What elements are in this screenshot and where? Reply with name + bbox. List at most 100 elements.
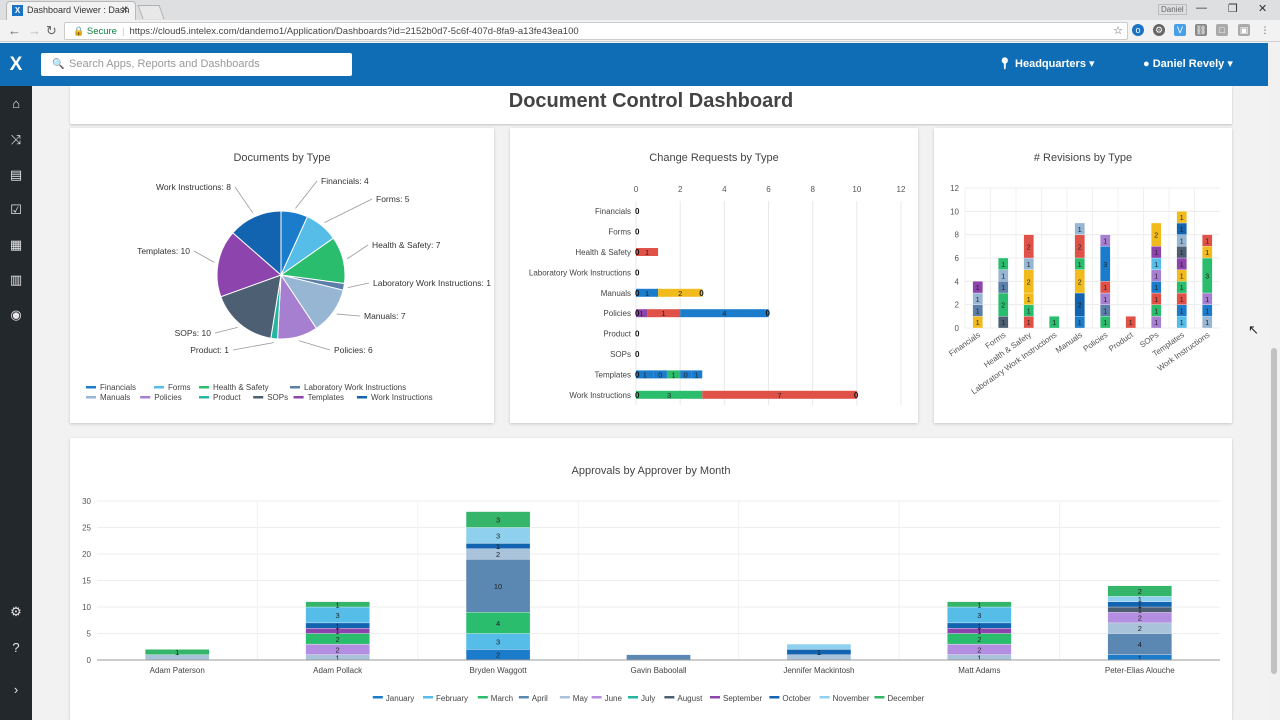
bar-segment — [1151, 222, 1162, 247]
reports-icon[interactable]: ▤ — [9, 167, 23, 182]
bar-segment-label: 1 — [1138, 595, 1142, 604]
bar-segment-label: 1 — [976, 297, 980, 304]
bar-segment-label: 1 — [1205, 320, 1209, 327]
legend-swatch — [591, 696, 602, 699]
eye-icon[interactable]: ◉ — [10, 307, 22, 322]
bar-segment-label: 7 — [777, 391, 781, 400]
help-icon[interactable]: ? — [12, 640, 20, 655]
bar-segment-label: 1 — [1138, 653, 1142, 662]
legend-swatch — [290, 386, 300, 389]
home-icon[interactable]: ⌂ — [12, 96, 20, 111]
pie-leader-line — [193, 250, 215, 263]
workflow-icon[interactable]: ⤨ — [10, 132, 22, 147]
user-menu[interactable]: ● Daniel Revely ▾ — [1143, 43, 1233, 86]
bar-segment — [786, 643, 852, 650]
x-tick-label: 10 — [852, 185, 861, 194]
y-tick-label: 15 — [82, 577, 91, 586]
pie-leader-line — [295, 180, 318, 209]
browser-tab[interactable]: X Dashboard Viewer : Dash ✕ — [6, 1, 136, 20]
chevron-down-icon: ▾ — [1227, 58, 1233, 70]
bar-segment-label: 4 — [496, 619, 500, 628]
legend-label: Laboratory Work Instructions — [304, 383, 406, 392]
bar-segment-label: 1 — [175, 648, 179, 657]
expand-sidebar-icon[interactable]: › — [13, 682, 19, 697]
bar-segment — [1125, 316, 1136, 329]
location-dropdown[interactable]: 📍︎ Headquarters ▾ — [998, 43, 1095, 86]
approvals-panel: Approvals by Approver by Month 0 5 10 15 20 2… — [70, 438, 1232, 720]
maximize-icon[interactable]: ❐ — [1228, 3, 1238, 15]
bar-segment-label: 2 — [1027, 244, 1031, 251]
pie-slice-label: Templates: 10 — [137, 246, 190, 256]
intelex-logo[interactable]: X — [0, 43, 32, 86]
legend-label: Work Instructions — [371, 393, 433, 402]
bar-segment-label: 2 — [1154, 233, 1158, 240]
pie-slice — [232, 210, 282, 277]
close-tab-icon[interactable]: ✕ — [120, 5, 129, 16]
bar-segment-label: 1 — [1154, 262, 1158, 269]
extension-v-icon[interactable]: V — [1174, 24, 1186, 36]
browser-tab-title: Dashboard Viewer : Dash — [27, 5, 130, 15]
y-tick-label: 4 — [955, 277, 960, 286]
pie-slice-label: Product: 1 — [190, 345, 229, 355]
bar-zero-label: 0 — [635, 289, 640, 298]
legend-label: June — [605, 694, 623, 703]
extension-box-icon[interactable]: □ — [1216, 24, 1228, 36]
bar-segment-label: 1 — [1180, 262, 1184, 269]
forward-icon[interactable]: → — [28, 23, 41, 38]
chart-title: Approvals by Approver by Month — [571, 465, 731, 477]
legend-label: December — [887, 694, 924, 703]
user-name: Daniel Revely — [1152, 58, 1225, 70]
legend-swatch — [199, 386, 209, 389]
bar-segment-label: 1 — [643, 370, 647, 379]
bar-segment-label: 1 — [976, 320, 980, 327]
bar-segment — [636, 370, 654, 379]
search-input[interactable]: 🔍 Search Apps, Reports and Dashboards — [41, 53, 352, 76]
bar-segment-label: 2 — [1138, 587, 1142, 596]
new-tab-button[interactable] — [137, 5, 165, 19]
bar-segment — [636, 248, 659, 256]
y-tick-label: 30 — [82, 497, 91, 506]
pie-slice-label: Work Instructions: 8 — [156, 182, 231, 192]
x-tick-label: 6 — [766, 185, 771, 194]
pie-leader-line — [336, 313, 361, 317]
legend-label: Manuals — [100, 393, 130, 402]
legend-swatch — [86, 386, 96, 389]
legend-swatch — [664, 696, 675, 699]
bar-segment-label: 3 — [496, 531, 500, 540]
bar-segment-label: 1 — [1180, 227, 1184, 234]
bar-segment — [626, 654, 691, 661]
bookmark-star-icon[interactable]: ☆ — [1113, 25, 1123, 37]
close-window-icon[interactable]: ✕ — [1258, 3, 1268, 15]
y-tick-label: SOPs — [610, 350, 631, 359]
bar-segment — [1176, 211, 1187, 224]
gear-icon[interactable]: ⚙ — [10, 604, 22, 619]
y-tick-label: 25 — [82, 524, 91, 533]
bar-segment-label: 1 — [1138, 600, 1142, 609]
minimize-icon[interactable]: — — [1196, 2, 1207, 14]
browser-menu-icon[interactable]: ⋮ — [1260, 25, 1270, 35]
tasks-icon[interactable]: ☑ — [10, 202, 22, 217]
bar-segment-label: 1 — [1154, 250, 1158, 257]
browser-profile-badge[interactable]: Daniel — [1158, 4, 1187, 15]
extension-circle-icon[interactable]: o — [1132, 24, 1144, 36]
bar-segment — [653, 370, 667, 379]
scrollbar-thumb[interactable] — [1271, 348, 1277, 674]
bar-end-label: 0 — [699, 289, 704, 298]
extension-link-icon[interactable]: ⛓ — [1195, 24, 1207, 36]
url-field[interactable]: 🔒 Secure | https://cloud5.intelex.com/dand… — [64, 22, 1128, 40]
bar-segment — [998, 257, 1009, 270]
dashboard-icon[interactable]: ▥ — [9, 272, 23, 287]
bar-segment-label: 0 — [658, 370, 662, 379]
bar-segment-label: 1 — [977, 627, 981, 636]
reload-icon[interactable]: ↻ — [46, 23, 57, 38]
extension-gear-icon[interactable]: ⚙ — [1153, 24, 1165, 36]
extension-square-icon[interactable]: ▣ — [1238, 24, 1250, 36]
chart-title: Documents by Type — [233, 152, 331, 164]
back-icon[interactable]: ← — [8, 23, 21, 38]
bar-segment-label: 1 — [645, 248, 649, 257]
calendar-icon[interactable]: ▦ — [9, 237, 23, 252]
page-scrollbar[interactable] — [1268, 43, 1280, 720]
bar-segment — [465, 559, 531, 613]
bar-segment-label: 1 — [639, 309, 643, 318]
